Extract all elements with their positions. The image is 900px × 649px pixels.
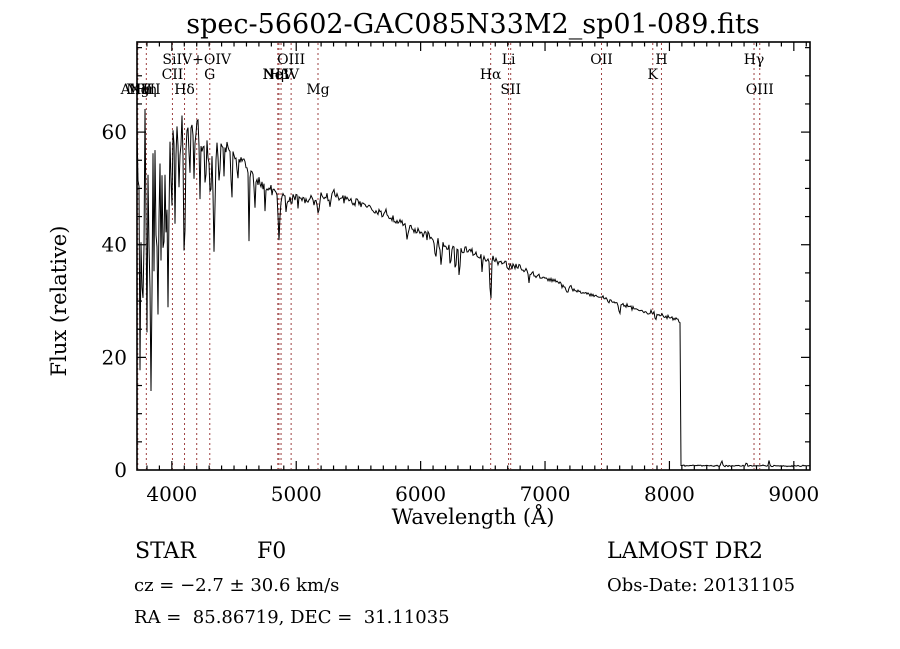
spectral-line-markers — [137, 43, 761, 469]
spectral-line-label: CII — [162, 67, 184, 83]
x-tick-label: 8000 — [644, 482, 695, 506]
plot-title: spec-56602-GAC085N33M2_sp01-089.fits — [186, 9, 759, 40]
x-tick-labels: 4000 5000 6000 7000 8000 9000 — [146, 482, 819, 506]
spectral-line-label: H — [655, 52, 667, 68]
spectrum-trace — [136, 108, 811, 468]
spectral-line-label: NeV — [262, 67, 294, 83]
spectral-line-label: SII — [500, 82, 521, 98]
x-tick-label: 9000 — [768, 482, 819, 506]
y-tick-label: 0 — [114, 458, 127, 482]
y-tick-label: 40 — [102, 233, 127, 257]
spectral-line-label: Hδ — [174, 82, 195, 98]
spectral-line-label: NV — [129, 82, 152, 98]
spectral-line-label: MgII — [126, 82, 160, 98]
spectral-line-label: Hβ — [269, 67, 289, 83]
spectral-line-label: Li — [502, 52, 516, 68]
cz-value: cz = −2.7 ± 30.6 km/s — [134, 575, 339, 596]
axis-ticks — [137, 42, 810, 470]
classification-label: STAR — [135, 539, 197, 564]
spectral-line-label: OII — [590, 52, 613, 68]
spectral-line-label: Hη — [136, 82, 157, 98]
spectral-line-label: Hα — [480, 67, 502, 83]
x-tick-label: 7000 — [520, 482, 571, 506]
spectral-line-label: OIII — [277, 52, 305, 68]
x-axis-title: Wavelength (Å) — [392, 504, 555, 529]
y-tick-label: 60 — [102, 120, 127, 144]
spectral-line-label: AlIII — [120, 82, 152, 98]
spectral-line-label: Hγ — [744, 52, 765, 68]
spectral-line-label: K — [648, 67, 659, 83]
x-tick-label: 5000 — [271, 482, 322, 506]
ra-dec-value: RA = 85.86719, DEC = 31.11035 — [134, 607, 450, 628]
frame — [136, 41, 811, 471]
spectral-line-label: G — [204, 67, 215, 83]
spectral-line-label: NeIV — [263, 67, 300, 83]
plot-generated-layer: 4000 5000 6000 7000 8000 90000204060AlIIINVMg… — [102, 41, 819, 506]
y-tick-label: 20 — [102, 345, 127, 369]
y-axis-title: Flux (relative) — [47, 226, 71, 377]
spectral-line-label: Mg — [306, 82, 329, 98]
x-tick-label: 4000 — [146, 482, 197, 506]
x-tick-label: 6000 — [395, 482, 446, 506]
survey-label: LAMOST DR2 — [607, 539, 763, 564]
spectral-line-label: SiIV+OIV — [162, 52, 231, 68]
obs-date-value: Obs-Date: 20131105 — [607, 575, 795, 596]
subclass-label: F0 — [257, 539, 286, 564]
y-tick-labels: 0 20 40 60 — [102, 120, 127, 482]
spectrum — [136, 108, 811, 468]
spectral-line-label: OIII — [746, 82, 774, 98]
plot-frame — [136, 41, 811, 471]
